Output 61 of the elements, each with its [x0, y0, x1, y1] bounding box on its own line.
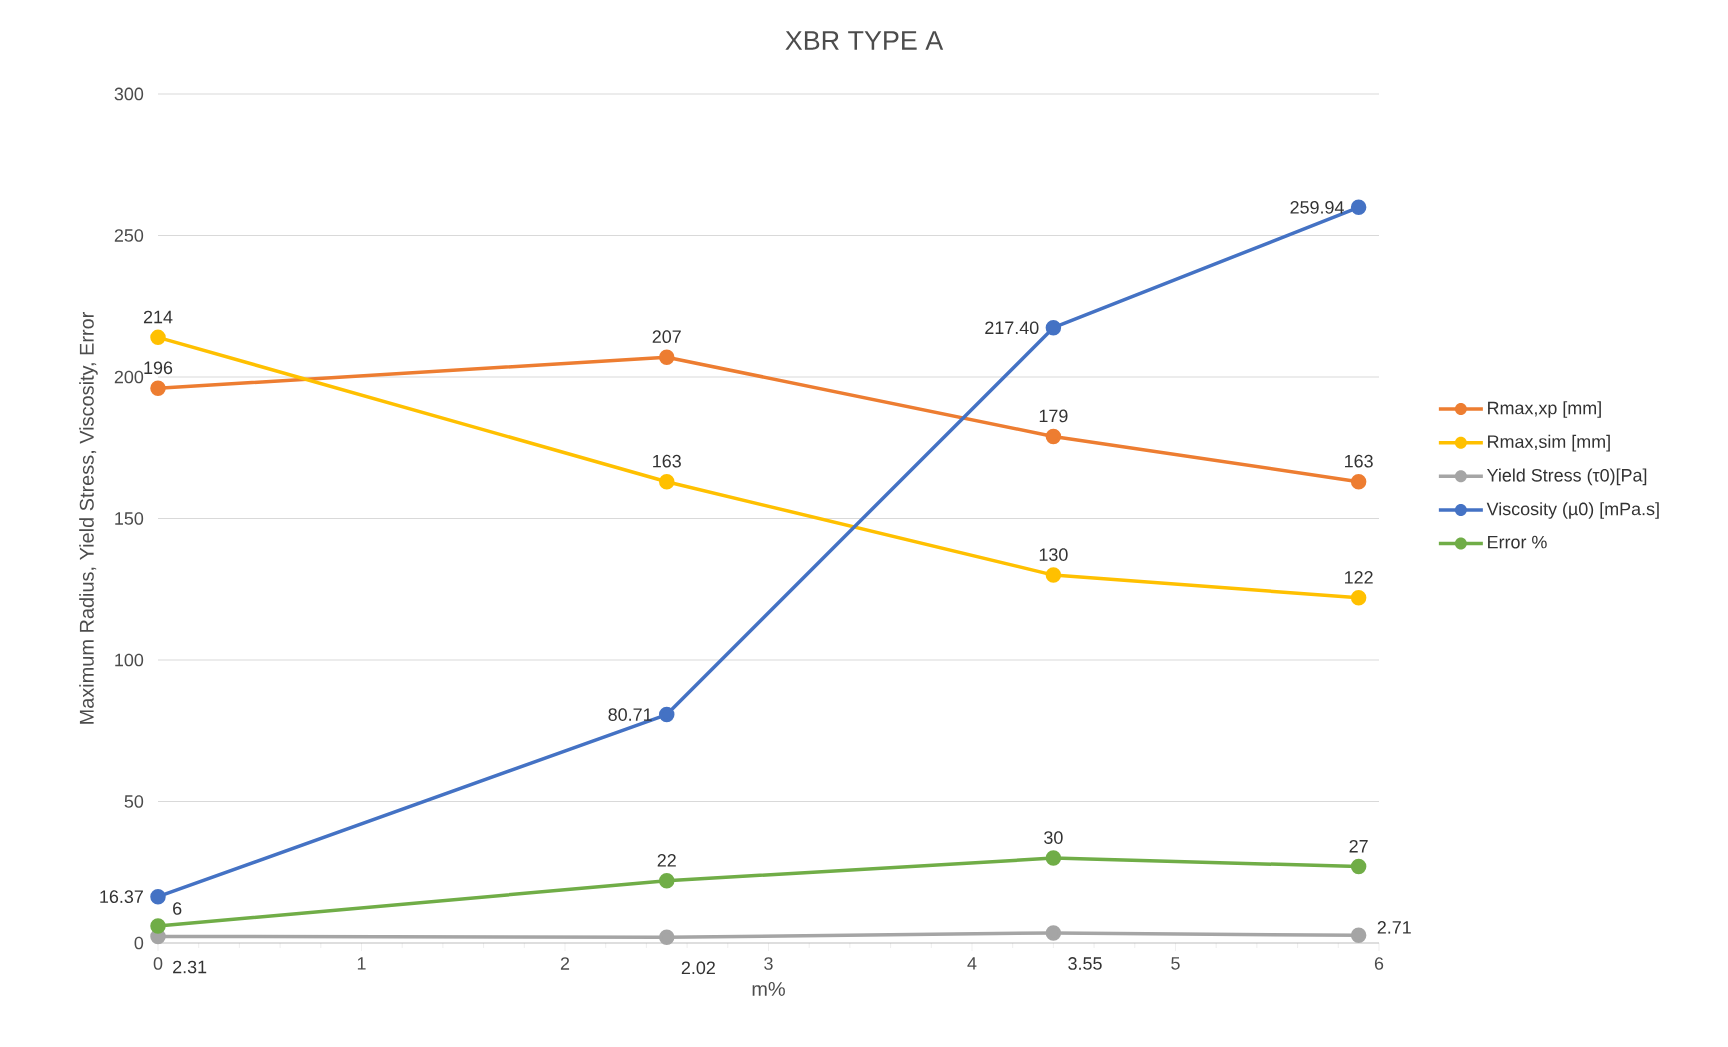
legend-label: Rmax,sim [mm]: [1488, 434, 1610, 452]
x-tick-label: 4: [967, 957, 977, 970]
data-label: 130: [1039, 548, 1068, 561]
y-tick-label: 200: [114, 370, 144, 384]
point: [1045, 320, 1062, 336]
point: [1350, 927, 1367, 944]
point: [1045, 428, 1062, 445]
point: [1045, 567, 1062, 583]
point: [658, 349, 675, 365]
data-label: 3.55: [1068, 957, 1102, 970]
x-tick-label: 6: [1374, 957, 1384, 970]
y-tick-label: 300: [114, 87, 144, 101]
data-label: 122: [1345, 571, 1373, 584]
data-label: 2.31: [173, 960, 207, 974]
data-label: 16.37: [100, 890, 143, 904]
point: [1350, 858, 1367, 875]
x-tick-label: 1: [357, 957, 366, 970]
y-tick-label: 0: [134, 936, 144, 950]
data-label: 163: [1345, 454, 1373, 468]
point: [658, 872, 675, 889]
point: [1350, 199, 1367, 216]
data-label: 6: [173, 902, 182, 915]
y-axis-title: Maximum Radius, Yield Stress, Viscosity, Error: [79, 312, 98, 724]
data-label: 30: [1044, 831, 1063, 844]
data-label: 207: [652, 330, 681, 343]
data-label: 214: [143, 310, 173, 324]
legend-label: Viscosity (µ0) [mPa.s]: [1486, 502, 1659, 519]
point: [1350, 589, 1367, 606]
y-tick-label: 100: [115, 653, 144, 667]
data-label: 217.40: [985, 321, 1039, 335]
point: [658, 929, 675, 946]
chart-title: XBR TYPE A: [785, 31, 944, 50]
point: [658, 706, 675, 723]
point: [150, 329, 166, 346]
legend-label: Rmax,xp [mm]: [1488, 401, 1601, 418]
x-tick-label: 2: [560, 957, 570, 970]
y-tick-label: 250: [114, 229, 144, 242]
point: [150, 888, 166, 905]
x-tick-label: 3: [764, 957, 773, 970]
x-axis-title: m%: [752, 982, 785, 996]
data-label: 196: [144, 361, 173, 375]
data-label: 2.02: [681, 961, 715, 975]
y-tick-label: 150: [115, 512, 144, 525]
y-tick-label: 50: [124, 795, 144, 808]
point: [150, 380, 166, 397]
data-label: 163: [653, 454, 681, 468]
point: [1045, 850, 1062, 866]
data-label: 2.71: [1377, 921, 1411, 934]
point: [1350, 473, 1367, 490]
legend-label: Yield Stress (τ0)[Pa]: [1486, 468, 1647, 486]
point: [1045, 925, 1062, 941]
point: [658, 473, 675, 490]
data-label: 27: [1349, 839, 1368, 853]
data-label: 80.71: [608, 708, 652, 721]
legend-label: Error %: [1488, 535, 1547, 549]
data-label: 259.94: [1290, 200, 1344, 214]
data-label: 179: [1039, 409, 1068, 423]
data-label: 22: [657, 854, 676, 867]
x-tick-label: 5: [1171, 957, 1180, 970]
point: [150, 918, 166, 934]
x-tick-label: 0: [153, 957, 163, 970]
